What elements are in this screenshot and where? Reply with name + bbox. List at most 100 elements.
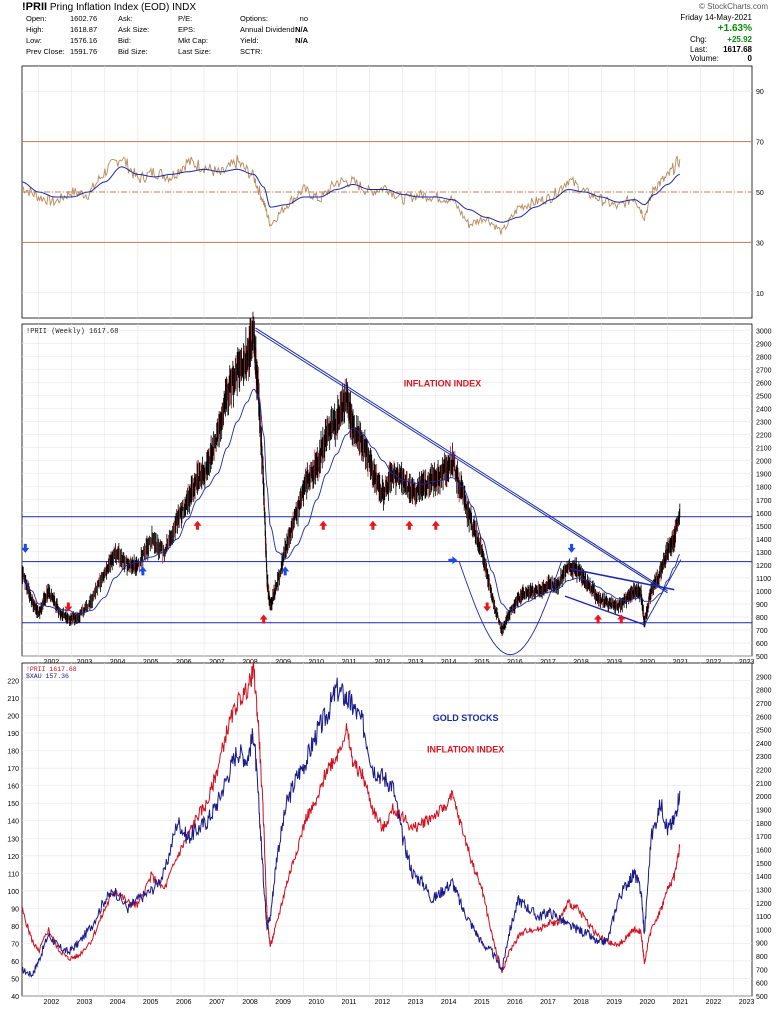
left-y-tick-label: 210 xyxy=(7,696,19,703)
quote-value: 1602.76 xyxy=(70,14,98,23)
x-tick-label: 2019 xyxy=(606,659,622,666)
last-label: Last: xyxy=(690,45,708,54)
quote-value: no xyxy=(299,14,308,23)
x-tick-label: 2012 xyxy=(375,659,391,666)
x-tick-label: 2013 xyxy=(408,659,424,666)
y-tick-label: 1200 xyxy=(756,563,772,570)
right-y-tick-label: 2100 xyxy=(756,781,772,788)
quote-label: Ask: xyxy=(118,14,133,23)
right-y-tick-label: 1700 xyxy=(756,834,772,841)
chart-title: !PRII Pring Inflation Index (EOD) INDX xyxy=(22,1,196,13)
x-tick-label: 2008 xyxy=(242,999,258,1006)
y-tick-label: 10 xyxy=(756,291,764,298)
y-tick-label: 2300 xyxy=(756,420,772,427)
x-tick-label: 2010 xyxy=(308,659,324,666)
up-arrow xyxy=(431,520,440,530)
left-y-tick-label: 160 xyxy=(7,784,19,791)
y-tick-label: 1700 xyxy=(756,498,772,505)
downtrend-line xyxy=(255,327,668,592)
x-tick-label: 2004 xyxy=(110,659,126,666)
left-y-tick-label: 150 xyxy=(7,801,19,808)
quote-header: !PRII Pring Inflation Index (EOD) INDX ©… xyxy=(0,0,782,63)
y-tick-label: 3000 xyxy=(756,329,772,336)
quote-label: Mkt Cap: xyxy=(178,36,209,45)
x-tick-label: 2007 xyxy=(209,999,225,1006)
gold-stocks-series-line xyxy=(21,677,681,978)
price-panel: 500 600 700 800 900 1000 1100 1200 1300 1400 1500 1… xyxy=(21,311,772,666)
quote-label: Low: xyxy=(26,36,42,45)
y-tick-label: 1900 xyxy=(756,472,772,479)
y-tick-label: 800 xyxy=(756,615,768,622)
change-label: Chg: xyxy=(690,35,707,44)
quote-label: Bid Size: xyxy=(118,47,148,56)
x-tick-label: 2012 xyxy=(375,999,391,1006)
wedge-lower-line xyxy=(564,595,645,626)
x-tick-label: 2002 xyxy=(44,659,60,666)
y-tick-label: 1600 xyxy=(756,511,772,518)
right-y-tick-label: 2000 xyxy=(756,794,772,801)
y-tick-label: 1800 xyxy=(756,485,772,492)
x-tick-label: 2015 xyxy=(474,659,490,666)
quote-label: Yield: xyxy=(240,36,259,45)
blue-down-arrow xyxy=(21,543,30,553)
up-arrow xyxy=(193,520,202,530)
quote-label: SCTR: xyxy=(240,47,263,56)
down-arrow xyxy=(483,602,492,612)
left-y-tick-label: 80 xyxy=(11,924,19,931)
x-tick-label: 2022 xyxy=(706,659,722,666)
quote-value: N/A xyxy=(295,36,308,45)
left-y-tick-label: 220 xyxy=(7,679,19,686)
inflation-series-line xyxy=(21,661,681,974)
left-y-tick-label: 200 xyxy=(7,714,19,721)
change-percent: +1.63% xyxy=(717,23,752,34)
comparison-frame xyxy=(21,662,753,997)
last-value: 1617.68 xyxy=(723,45,752,54)
y-tick-label: 2700 xyxy=(756,368,772,375)
x-tick-label: 2004 xyxy=(110,999,126,1006)
saucer-bottom-arc xyxy=(458,560,563,656)
y-tick-label: 600 xyxy=(756,641,768,648)
quote-label: Ask Size: xyxy=(118,25,150,34)
right-y-tick-label: 2900 xyxy=(756,674,772,681)
right-y-tick-label: 800 xyxy=(756,954,768,961)
x-tick-label: 2009 xyxy=(275,999,291,1006)
inflation-index-label: INFLATION INDEX xyxy=(404,378,481,388)
x-tick-label: 2011 xyxy=(342,659,357,666)
quote-date: Friday 14-May-2021 xyxy=(680,13,752,22)
right-y-tick-label: 2400 xyxy=(756,741,772,748)
price-ma-line xyxy=(21,388,681,615)
quote-value: 1591.76 xyxy=(70,47,98,56)
momentum-line xyxy=(21,154,681,235)
right-y-tick-label: 1900 xyxy=(756,808,772,815)
x-tick-label: 2019 xyxy=(606,999,622,1006)
x-tick-label: 2006 xyxy=(176,999,192,1006)
right-y-tick-label: 1800 xyxy=(756,821,772,828)
y-tick-label: 1400 xyxy=(756,537,772,544)
x-tick-label: 2021 xyxy=(673,999,689,1006)
right-y-tick-label: 2300 xyxy=(756,754,772,761)
right-y-tick-label: 1500 xyxy=(756,861,772,868)
right-y-tick-label: 2500 xyxy=(756,728,772,735)
x-tick-label: 2014 xyxy=(441,659,457,666)
wedge-upper-line xyxy=(569,567,675,591)
y-tick-label: 30 xyxy=(756,240,764,247)
right-y-tick-label: 900 xyxy=(756,941,768,948)
left-y-tick-label: 110 xyxy=(8,871,19,878)
x-tick-label: 2020 xyxy=(639,999,655,1006)
y-tick-label: 900 xyxy=(756,602,768,609)
y-tick-label: 1100 xyxy=(756,576,771,583)
left-y-tick-label: 180 xyxy=(7,749,19,756)
momentum-panel: 10 30 50 70 90 xyxy=(21,65,764,319)
right-y-tick-label: 500 xyxy=(756,994,768,1001)
left-y-tick-label: 70 xyxy=(11,941,19,948)
y-tick-label: 2600 xyxy=(756,381,772,388)
left-y-tick-label: 100 xyxy=(7,889,19,896)
left-y-tick-label: 50 xyxy=(11,976,19,983)
right-y-tick-label: 1600 xyxy=(756,847,772,854)
y-tick-label: 2400 xyxy=(756,407,772,414)
right-y-tick-label: 1000 xyxy=(756,927,772,934)
y-tick-label: 1000 xyxy=(756,589,772,596)
x-tick-label: 2006 xyxy=(176,659,192,666)
x-tick-label: 2015 xyxy=(474,999,490,1006)
